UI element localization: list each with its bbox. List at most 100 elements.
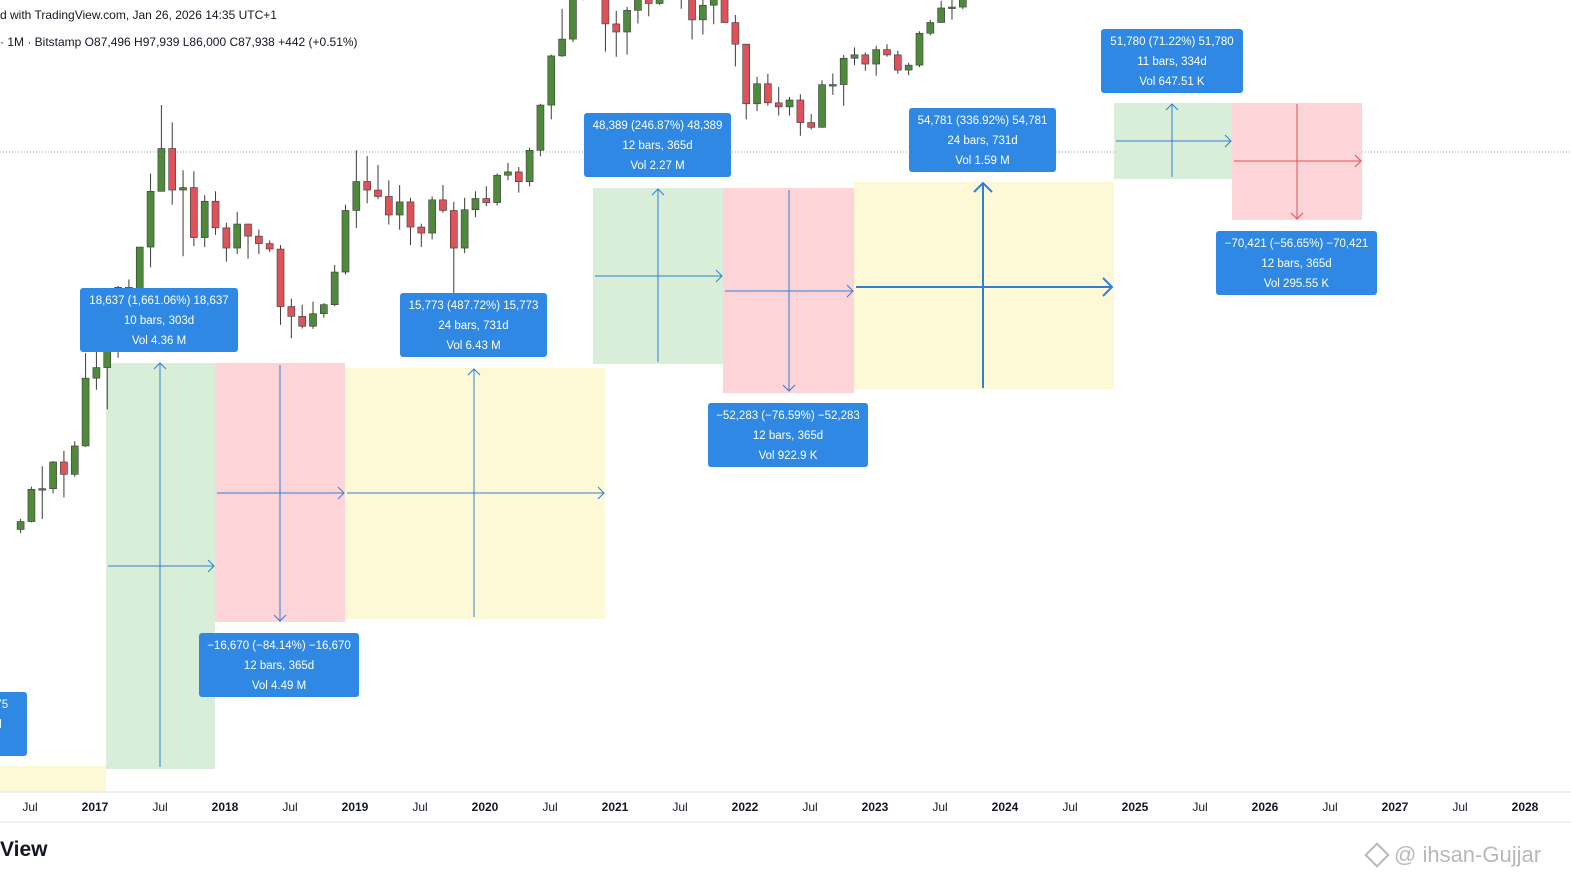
candle	[959, 0, 967, 8]
candle	[612, 23, 621, 33]
candle	[38, 488, 47, 491]
candle	[493, 174, 501, 203]
time-axis-tick: 2018	[212, 800, 239, 814]
measure-label-text: 975	[0, 699, 8, 711]
candle	[569, 0, 577, 40]
candle	[514, 171, 523, 183]
measure-label-box[interactable]	[199, 633, 359, 697]
measure-label-text: 10 bars, 303d	[124, 315, 194, 327]
candle	[731, 22, 740, 45]
candle	[81, 377, 90, 447]
candle	[92, 367, 101, 379]
time-axis-tick: 2024	[992, 800, 1019, 814]
candle	[222, 227, 231, 249]
time-axis-tick: Jul	[22, 800, 37, 814]
candle	[179, 187, 187, 191]
measure-label-text: Vol 4.49 M	[252, 680, 306, 692]
time-axis-tick: Jul	[1192, 800, 1207, 814]
candle	[688, 0, 696, 21]
arrowhead-icon	[1224, 134, 1232, 148]
candle	[471, 198, 480, 211]
time-axis-tick: Jul	[412, 800, 427, 814]
candle	[655, 0, 664, 4]
measure-label-text: 54,781 (336.92%) 54,781	[918, 115, 1048, 127]
candle	[146, 191, 155, 248]
candle	[926, 22, 935, 34]
candle	[558, 38, 566, 57]
candle	[363, 181, 371, 191]
candle	[27, 488, 36, 522]
measure-label-box[interactable]	[1216, 231, 1377, 295]
candle	[70, 445, 79, 475]
measure-label-box[interactable]	[400, 293, 547, 357]
time-axis-tick: Jul	[802, 800, 817, 814]
measure-label-text: 12 bars, 365d	[753, 430, 823, 442]
measure-label-box[interactable]	[909, 108, 1056, 172]
measure-label-text: 51,780 (71.22%) 51,780	[1110, 36, 1233, 48]
measure-arrows	[108, 103, 1362, 767]
measure-labels: 18,637 (1,661.06%) 18,637 10 bars, 303d Vo…	[0, 29, 1377, 756]
arrowhead-icon	[467, 368, 481, 376]
candle	[634, 0, 642, 11]
time-axis-tick: Jul	[1452, 800, 1467, 814]
candle	[352, 181, 361, 211]
measure-label-box[interactable]	[584, 113, 731, 177]
measure-label-text: d	[0, 719, 2, 731]
arrowhead-icon	[207, 559, 215, 573]
measure-label-box[interactable]	[0, 692, 27, 756]
candle	[720, 0, 729, 23]
time-axis-tick: 2028	[1512, 800, 1539, 814]
candle	[287, 306, 296, 317]
measure-label-box[interactable]	[80, 288, 238, 352]
measure-label-text: −16,670 (−84.14%) −16,670	[207, 640, 351, 652]
measure-zone-range[interactable]	[0, 766, 106, 792]
candle	[753, 83, 761, 105]
candle	[601, 0, 610, 25]
arrowhead-icon	[337, 486, 345, 500]
candle	[439, 199, 447, 211]
measure-label-text: Vol 6.43 M	[446, 340, 500, 352]
candle	[16, 521, 25, 530]
measure-label-text: 48,389 (246.87%) 48,389	[593, 120, 723, 132]
candle	[449, 210, 458, 249]
candle	[774, 102, 783, 108]
candle	[233, 223, 241, 249]
candle	[937, 7, 945, 23]
candle	[894, 54, 902, 71]
watermark-diamond-icon	[1364, 842, 1390, 868]
measure-label-text: Vol 4.36 M	[132, 335, 186, 347]
watermark: @ ihsan-Gujjar	[1364, 842, 1541, 868]
measure-label-box[interactable]	[708, 403, 868, 467]
measure-label-box[interactable]	[1101, 29, 1243, 93]
tradingview-logo[interactable]: View	[0, 838, 48, 861]
measure-label-text: 12 bars, 365d	[244, 660, 314, 672]
candle	[482, 198, 491, 203]
candle	[850, 54, 859, 59]
arrowhead-icon	[1354, 154, 1362, 168]
time-axis-tick: 2019	[342, 800, 369, 814]
candle	[504, 171, 512, 176]
candle	[265, 243, 274, 250]
candle	[948, 6, 956, 9]
candle	[211, 200, 220, 229]
candle	[644, 0, 653, 4]
candle	[395, 201, 404, 216]
candle	[406, 201, 415, 228]
time-axis-tick: 2021	[602, 800, 629, 814]
measure-label-text: Vol 922.9 K	[759, 450, 818, 462]
chart-source-line: d with TradingView.com, Jan 26, 2026 14:…	[0, 8, 277, 22]
measure-label-text: −52,283 (−76.59%) −52,283	[716, 410, 860, 422]
time-axis-tick: 2025	[1122, 800, 1149, 814]
candle	[818, 84, 826, 128]
arrowhead-icon	[973, 181, 993, 193]
candle	[385, 196, 393, 216]
time-axis-tick: Jul	[1322, 800, 1337, 814]
candle	[829, 84, 837, 87]
candle	[320, 304, 328, 314]
measure-label-text: 12 bars, 365d	[1261, 258, 1331, 270]
time-axis-tick: Jul	[932, 800, 947, 814]
time-axis-tick: 2022	[732, 800, 759, 814]
arrowhead-icon	[846, 284, 854, 298]
arrowhead-icon	[715, 269, 723, 283]
